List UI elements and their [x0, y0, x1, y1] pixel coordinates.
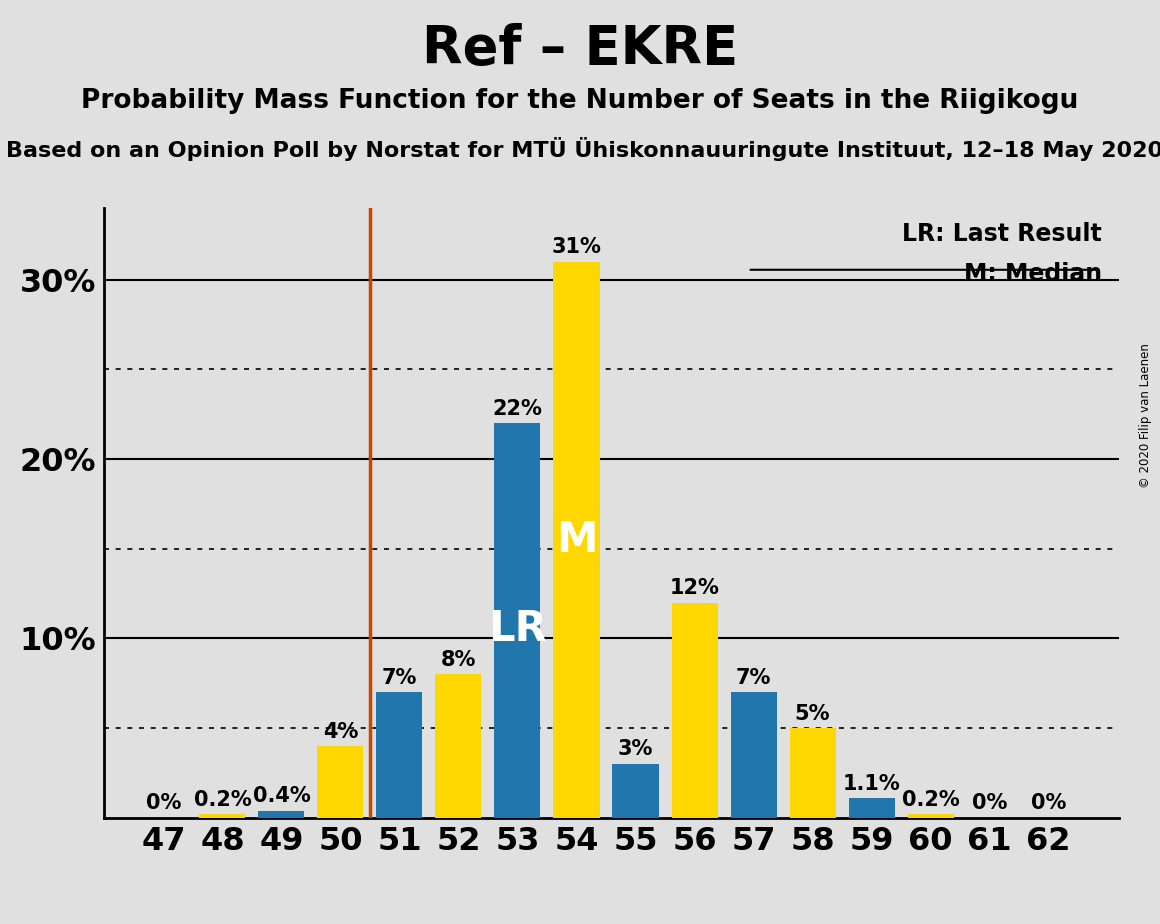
Text: M: Median: M: Median [964, 261, 1102, 286]
Bar [553, 261, 600, 818]
Text: 5%: 5% [795, 703, 831, 723]
Bar [377, 692, 422, 818]
Text: 3%: 3% [618, 739, 653, 760]
Bar [259, 810, 304, 818]
Text: 0.2%: 0.2% [901, 790, 959, 809]
Text: 1.1%: 1.1% [842, 773, 900, 794]
Bar [907, 814, 954, 818]
Bar [612, 764, 659, 818]
Bar [790, 728, 835, 818]
Text: 12%: 12% [669, 578, 719, 598]
Text: Based on an Opinion Poll by Norstat for MTÜ Ühiskonnauuringute Instituut, 12–18 : Based on an Opinion Poll by Norstat for … [6, 137, 1160, 161]
Bar [848, 798, 894, 818]
Text: M: M [556, 518, 597, 561]
Text: 31%: 31% [551, 237, 601, 257]
Text: 8%: 8% [441, 650, 476, 670]
Text: LR: LR [488, 608, 546, 650]
Bar [494, 423, 541, 818]
Text: Probability Mass Function for the Number of Seats in the Riigikogu: Probability Mass Function for the Number… [81, 88, 1079, 114]
Bar [435, 675, 481, 818]
Text: Ref – EKRE: Ref – EKRE [422, 23, 738, 75]
Bar [731, 692, 776, 818]
Text: 0%: 0% [972, 794, 1007, 813]
Bar [672, 602, 718, 818]
Text: 0.4%: 0.4% [253, 786, 311, 806]
Text: 7%: 7% [735, 668, 771, 687]
Text: 4%: 4% [322, 722, 358, 741]
Text: © 2020 Filip van Laenen: © 2020 Filip van Laenen [1139, 344, 1152, 488]
Bar [200, 814, 246, 818]
Text: LR: Last Result: LR: Last Result [902, 223, 1102, 247]
Text: 0%: 0% [1031, 794, 1066, 813]
Text: 7%: 7% [382, 668, 418, 687]
Text: 0.2%: 0.2% [194, 790, 252, 809]
Bar [318, 746, 363, 818]
Text: 0%: 0% [146, 794, 181, 813]
Text: 22%: 22% [493, 398, 543, 419]
